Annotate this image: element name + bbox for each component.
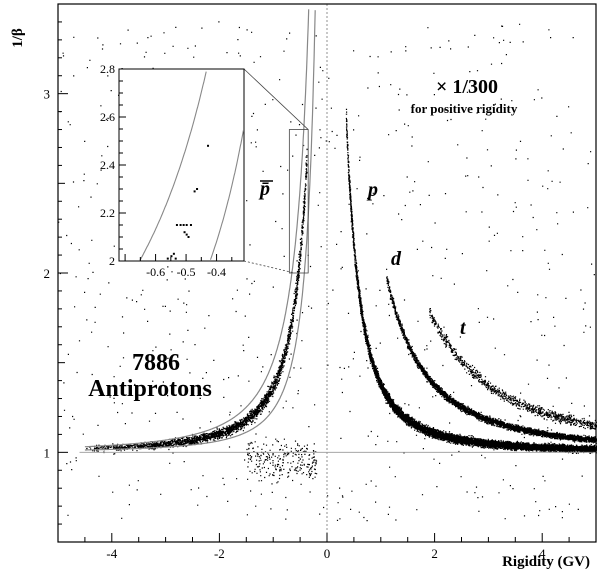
x-tick-label: 2 <box>431 546 438 561</box>
inset-x-tick-label: -0.4 <box>207 265 226 279</box>
scatter-series-deuteron <box>386 276 597 444</box>
inset-selection-curve <box>139 71 207 262</box>
y-tick-label: 1 <box>44 445 51 460</box>
inset-data-point <box>183 231 186 234</box>
selection-curve-upper <box>84 9 310 448</box>
inset-data-point <box>185 224 188 226</box>
inset-y-tick-label: 2.4 <box>100 158 115 172</box>
selection-curves <box>79 4 596 542</box>
inset-data-point <box>172 252 175 255</box>
series-label-proton: p <box>366 179 378 201</box>
inset-x-tick-label: -0.6 <box>146 265 165 279</box>
series-label-triton: t <box>460 317 467 339</box>
inset-data-point <box>175 224 178 226</box>
inset-selection-curve <box>209 130 244 260</box>
inset-y-tick-label: 2.8 <box>100 62 115 76</box>
series-label-deuteron: d <box>391 248 402 270</box>
selection-curve-lower <box>84 10 316 451</box>
inset-x-tick-label: -0.5 <box>177 265 196 279</box>
inset-y-tick-label: 2.6 <box>100 110 115 124</box>
inset-data-point <box>170 255 173 258</box>
inset-data-point <box>166 257 169 260</box>
series-label-antiproton: p̄ <box>258 178 270 200</box>
antiproton-count-number: 7886 <box>132 350 180 376</box>
inset-data-point <box>187 236 190 238</box>
x-tick-label: -4 <box>106 546 117 561</box>
inset-connector-top <box>243 68 309 130</box>
inset-data-point <box>207 144 210 147</box>
inset-data-point <box>189 224 192 226</box>
scale-factor-label: × 1/300 <box>436 76 498 98</box>
inset-data-point <box>196 188 199 190</box>
antiproton-count-label: Antiprotons <box>88 376 212 402</box>
inset-data-point <box>179 224 182 226</box>
x-tick-label: 4 <box>539 546 546 561</box>
inset-data-point <box>174 257 177 260</box>
inset-frame <box>118 68 245 262</box>
inset-data-point <box>193 190 196 193</box>
axes: -4 -2 0 2 4 1 2 3 <box>44 3 597 561</box>
scatter-series-antiproton <box>86 148 308 454</box>
y-tick-label: 3 <box>44 87 51 102</box>
inset-y-tick-label: 2 <box>109 254 115 268</box>
scale-note-label: for positive rigidity <box>411 101 518 116</box>
inset-connector-bottom <box>243 260 295 274</box>
zoom-region-box <box>288 129 309 274</box>
inset-zoom-panel: -0.6 -0.5 -0.4 2 2.2 2.4 2.6 2.8 <box>100 62 309 279</box>
inset-data-point <box>182 224 185 226</box>
inset-data-point <box>185 233 188 236</box>
scatter-series-triton <box>429 308 597 430</box>
x-tick-label: 0 <box>324 546 331 561</box>
x-tick-label: -2 <box>214 546 225 561</box>
y-tick-label: 2 <box>44 266 51 281</box>
x-axis-title: Rigidity (GV) <box>502 554 590 570</box>
inset-y-tick-label: 2.2 <box>100 206 115 220</box>
scatter-points <box>58 21 597 522</box>
y-axis-title: 1/β <box>10 28 26 48</box>
